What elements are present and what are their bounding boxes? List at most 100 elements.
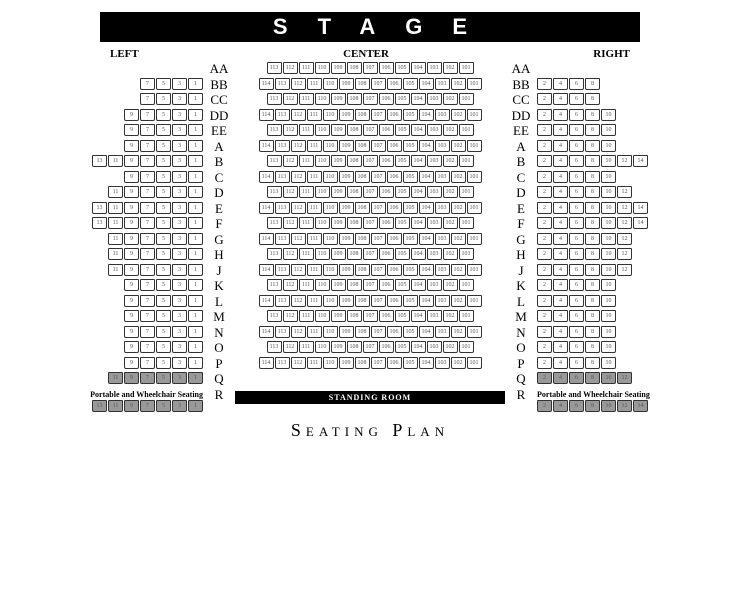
seat[interactable]: 107 (371, 357, 386, 369)
seat[interactable]: 107 (371, 295, 386, 307)
seat[interactable]: 103 (427, 310, 442, 322)
seat[interactable]: 112 (283, 186, 298, 198)
seat[interactable]: 12 (617, 233, 632, 245)
seat[interactable]: 111 (307, 140, 322, 152)
seat[interactable]: 105 (403, 357, 418, 369)
seat[interactable]: 6 (569, 326, 584, 338)
seat[interactable]: 102 (443, 248, 458, 260)
seat[interactable]: 102 (443, 186, 458, 198)
seat[interactable]: 110 (323, 171, 338, 183)
seat[interactable]: 2 (537, 78, 552, 90)
seat[interactable]: 7 (140, 310, 155, 322)
seat[interactable]: 12 (617, 372, 632, 384)
seat[interactable]: 8 (585, 124, 600, 136)
seat[interactable]: 5 (156, 109, 171, 121)
seat[interactable]: 106 (379, 62, 394, 74)
seat[interactable]: 108 (347, 341, 362, 353)
seat[interactable]: 111 (307, 202, 322, 214)
seat[interactable]: 13 (92, 155, 107, 167)
seat[interactable]: 2 (537, 326, 552, 338)
seat[interactable]: 105 (403, 233, 418, 245)
seat[interactable]: 108 (347, 155, 362, 167)
seat[interactable]: 1 (188, 400, 203, 412)
seat[interactable]: 106 (387, 264, 402, 276)
seat[interactable]: 109 (331, 124, 346, 136)
seat[interactable]: 13 (92, 400, 107, 412)
seat[interactable]: 113 (275, 326, 290, 338)
seat[interactable]: 110 (315, 186, 330, 198)
seat[interactable]: 9 (124, 124, 139, 136)
seat[interactable]: 110 (315, 62, 330, 74)
seat[interactable]: 102 (443, 93, 458, 105)
seat[interactable]: 106 (379, 93, 394, 105)
seat[interactable]: 101 (467, 326, 482, 338)
seat[interactable]: 7 (140, 186, 155, 198)
seat[interactable]: 2 (537, 400, 552, 412)
seat[interactable]: 109 (331, 93, 346, 105)
seat[interactable]: 12 (617, 217, 632, 229)
seat[interactable]: 4 (553, 248, 568, 260)
seat[interactable]: 11 (108, 217, 123, 229)
seat[interactable]: 7 (140, 93, 155, 105)
seat[interactable]: 102 (451, 171, 466, 183)
seat[interactable]: 8 (585, 310, 600, 322)
seat[interactable]: 9 (124, 357, 139, 369)
seat[interactable]: 109 (339, 264, 354, 276)
seat[interactable]: 103 (427, 124, 442, 136)
seat[interactable]: 102 (443, 217, 458, 229)
seat[interactable]: 10 (601, 357, 616, 369)
seat[interactable]: 105 (403, 202, 418, 214)
seat[interactable]: 108 (347, 62, 362, 74)
seat[interactable]: 114 (259, 233, 274, 245)
seat[interactable]: 108 (355, 326, 370, 338)
seat[interactable]: 112 (283, 279, 298, 291)
seat[interactable]: 102 (451, 233, 466, 245)
seat[interactable]: 8 (585, 171, 600, 183)
seat[interactable]: 101 (467, 357, 482, 369)
seat[interactable]: 6 (569, 78, 584, 90)
seat[interactable]: 104 (419, 326, 434, 338)
seat[interactable]: 110 (323, 264, 338, 276)
seat[interactable]: 7 (140, 341, 155, 353)
seat[interactable]: 104 (419, 78, 434, 90)
seat[interactable]: 7 (140, 372, 155, 384)
seat[interactable]: 1 (188, 326, 203, 338)
seat[interactable]: 111 (299, 62, 314, 74)
seat[interactable]: 9 (124, 109, 139, 121)
seat[interactable]: 5 (156, 171, 171, 183)
seat[interactable]: 112 (291, 357, 306, 369)
seat[interactable]: 110 (323, 357, 338, 369)
seat[interactable]: 108 (347, 279, 362, 291)
seat[interactable]: 107 (363, 310, 378, 322)
seat[interactable]: 3 (172, 93, 187, 105)
seat[interactable]: 114 (259, 295, 274, 307)
seat[interactable]: 108 (355, 109, 370, 121)
seat[interactable]: 3 (172, 341, 187, 353)
seat[interactable]: 4 (553, 93, 568, 105)
seat[interactable]: 9 (124, 372, 139, 384)
seat[interactable]: 3 (172, 400, 187, 412)
seat[interactable]: 109 (339, 202, 354, 214)
seat[interactable]: 8 (585, 217, 600, 229)
seat[interactable]: 111 (307, 171, 322, 183)
seat[interactable]: 1 (188, 93, 203, 105)
seat[interactable]: 102 (451, 109, 466, 121)
seat[interactable]: 109 (331, 186, 346, 198)
seat[interactable]: 108 (347, 248, 362, 260)
seat[interactable]: 102 (443, 341, 458, 353)
seat[interactable]: 107 (363, 93, 378, 105)
seat[interactable]: 103 (435, 202, 450, 214)
seat[interactable]: 104 (411, 310, 426, 322)
seat[interactable]: 102 (451, 357, 466, 369)
seat[interactable]: 104 (411, 248, 426, 260)
seat[interactable]: 106 (379, 341, 394, 353)
seat[interactable]: 4 (553, 109, 568, 121)
seat[interactable]: 103 (435, 233, 450, 245)
seat[interactable]: 7 (140, 124, 155, 136)
seat[interactable]: 10 (601, 310, 616, 322)
seat[interactable]: 9 (124, 248, 139, 260)
seat[interactable]: 6 (569, 341, 584, 353)
seat[interactable]: 110 (315, 341, 330, 353)
seat[interactable]: 113 (267, 186, 282, 198)
seat[interactable]: 101 (459, 341, 474, 353)
